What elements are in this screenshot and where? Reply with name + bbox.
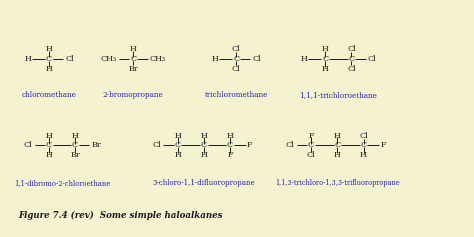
Text: C: C (348, 55, 355, 63)
Text: H: H (130, 45, 137, 53)
Text: 1,1,3-trichloro-1,3,3-trifluoropropane: 1,1,3-trichloro-1,3,3-trifluoropropane (275, 179, 400, 187)
Text: C: C (308, 141, 314, 150)
Text: F: F (381, 141, 386, 150)
Text: Cl: Cl (347, 65, 356, 73)
Text: H: H (201, 132, 207, 140)
Text: C: C (130, 55, 136, 63)
Text: F: F (228, 151, 233, 159)
Text: C: C (360, 141, 366, 150)
Text: Cl: Cl (232, 65, 240, 73)
Text: Cl: Cl (286, 141, 294, 150)
Text: Cl: Cl (347, 45, 356, 53)
Text: C: C (322, 55, 328, 63)
Text: C: C (72, 141, 78, 150)
Text: C: C (334, 141, 340, 150)
Text: C: C (174, 141, 181, 150)
Text: Br: Br (91, 141, 101, 150)
Text: H: H (72, 132, 79, 140)
Text: H: H (46, 151, 52, 159)
Text: 1,1,1-trichloroethane: 1,1,1-trichloroethane (299, 91, 377, 99)
Text: H: H (334, 132, 341, 140)
Text: Cl: Cl (253, 55, 262, 63)
Text: Cl: Cl (368, 55, 377, 63)
Text: H: H (174, 151, 181, 159)
Text: H: H (360, 151, 367, 159)
Text: 3-chloro-1,1-difluoropropane: 3-chloro-1,1-difluoropropane (153, 179, 255, 187)
Text: Figure 7.4 (rev)  Some simple haloalkanes: Figure 7.4 (rev) Some simple haloalkanes (18, 211, 223, 220)
Text: Br: Br (70, 151, 80, 159)
Text: H: H (46, 45, 52, 53)
Text: H: H (46, 65, 52, 73)
Text: H: H (174, 132, 181, 140)
Text: Cl: Cl (359, 132, 368, 140)
Text: Cl: Cl (232, 45, 240, 53)
Text: CH₃: CH₃ (100, 55, 116, 63)
Text: H: H (201, 151, 207, 159)
Text: C: C (201, 141, 207, 150)
Text: Cl: Cl (152, 141, 161, 150)
Text: trichloromethane: trichloromethane (204, 91, 268, 99)
Text: H: H (322, 65, 328, 73)
Text: F: F (308, 132, 314, 140)
Text: C: C (46, 141, 52, 150)
Text: H: H (212, 55, 219, 63)
Text: F: F (247, 141, 253, 150)
Text: H: H (227, 132, 234, 140)
Text: H: H (301, 55, 308, 63)
Text: Cl: Cl (307, 151, 315, 159)
Text: H: H (24, 55, 31, 63)
Text: Cl: Cl (65, 55, 74, 63)
Text: Cl: Cl (24, 141, 32, 150)
Text: Br: Br (128, 65, 138, 73)
Text: chloromethane: chloromethane (21, 91, 76, 99)
Text: H: H (46, 132, 52, 140)
Text: C: C (233, 55, 239, 63)
Text: 1,1-dibromo-2-chloroethane: 1,1-dibromo-2-chloroethane (14, 179, 110, 187)
Text: CH₃: CH₃ (150, 55, 166, 63)
Text: H: H (334, 151, 341, 159)
Text: H: H (322, 45, 328, 53)
Text: C: C (46, 55, 52, 63)
Text: C: C (227, 141, 233, 150)
Text: 2-bromopropane: 2-bromopropane (103, 91, 164, 99)
